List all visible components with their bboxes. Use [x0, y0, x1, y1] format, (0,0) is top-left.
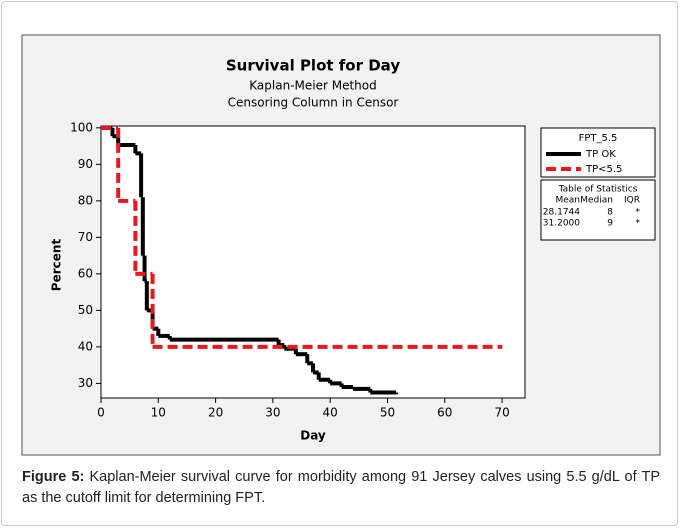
chart-subtitle: Kaplan-Meier Method	[249, 79, 376, 93]
caption-text: Kaplan-Meier survival curve for morbidit…	[22, 469, 660, 506]
legend-label: TP OK	[585, 149, 616, 160]
plot-area	[100, 125, 526, 399]
legend-title: FPT_5.5	[579, 133, 618, 144]
stats-header: Median	[580, 196, 613, 206]
x-tick-label: 50	[380, 406, 395, 420]
x-tick-label: 10	[151, 406, 166, 420]
y-tick-label: 50	[78, 303, 93, 317]
stats-cell: 9	[607, 219, 613, 229]
x-tick-label: 70	[494, 406, 509, 420]
chart-subtitle: Censoring Column in Censor	[228, 96, 399, 110]
y-tick-label: 70	[78, 230, 93, 244]
stats-cell: *	[636, 208, 641, 218]
caption-label: Figure 5:	[22, 469, 85, 485]
stats-cell: 31.2000	[543, 219, 580, 229]
stats-header: Mean	[555, 196, 580, 206]
stats-cell: *	[636, 219, 641, 229]
caption: Figure 5: Kaplan-Meier survival curve fo…	[22, 467, 660, 509]
x-axis-label: Day	[300, 429, 326, 443]
y-tick-label: 30	[78, 376, 93, 390]
stats-title: Table of Statistics	[558, 185, 638, 195]
x-tick-label: 0	[97, 406, 105, 420]
y-tick-label: 80	[78, 193, 93, 207]
stats-box	[540, 179, 656, 241]
y-tick-label: 100	[70, 120, 93, 134]
chart-title: Survival Plot for Day	[226, 57, 400, 75]
legend-label: TP<5.5	[585, 164, 622, 175]
y-tick-label: 60	[78, 266, 93, 280]
y-axis-label: Percent	[50, 239, 64, 292]
y-tick-label: 90	[78, 157, 93, 171]
x-tick-label: 30	[265, 406, 280, 420]
x-tick-label: 20	[208, 406, 223, 420]
x-tick-label: 60	[437, 406, 452, 420]
x-tick-label: 40	[323, 406, 338, 420]
stats-cell: 8	[607, 208, 613, 218]
y-tick-label: 40	[78, 339, 93, 353]
stats-cell: 28.1744	[543, 208, 580, 218]
stats-header: IQR	[624, 196, 640, 206]
